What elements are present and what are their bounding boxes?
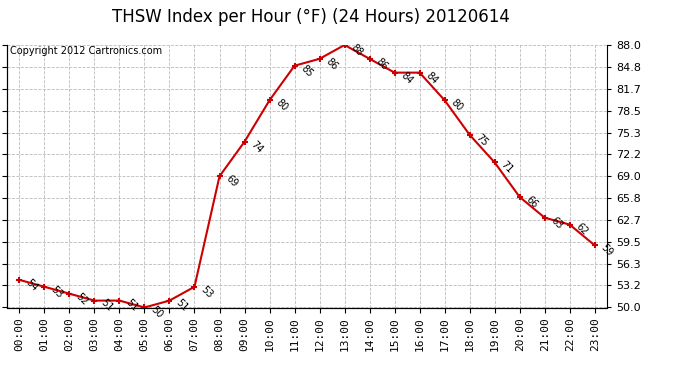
Text: 63: 63: [549, 215, 564, 231]
Text: 62: 62: [574, 222, 590, 238]
Text: 66: 66: [524, 194, 540, 210]
Text: 84: 84: [399, 70, 415, 86]
Text: 84: 84: [424, 70, 440, 86]
Text: 51: 51: [99, 298, 115, 314]
Text: 80: 80: [448, 98, 464, 113]
Text: 53: 53: [48, 284, 64, 300]
Text: 80: 80: [274, 98, 289, 113]
Text: 75: 75: [474, 132, 490, 148]
Text: Copyright 2012 Cartronics.com: Copyright 2012 Cartronics.com: [10, 46, 162, 56]
Text: 86: 86: [324, 56, 339, 72]
Text: THSW Index per Hour (°F) (24 Hours) 20120614: THSW Index per Hour (°F) (24 Hours) 2012…: [112, 8, 509, 26]
Text: 86: 86: [374, 56, 389, 72]
Text: 51: 51: [174, 298, 190, 314]
Text: 69: 69: [224, 174, 239, 189]
Text: 54: 54: [23, 277, 39, 293]
Text: 52: 52: [74, 291, 90, 307]
Text: 59: 59: [599, 243, 615, 258]
Text: 53: 53: [199, 284, 215, 300]
Text: 74: 74: [248, 139, 264, 155]
Text: 71: 71: [499, 160, 515, 176]
Text: 50: 50: [148, 305, 164, 321]
Text: 88: 88: [348, 42, 364, 58]
Text: 85: 85: [299, 63, 315, 79]
Text: 51: 51: [124, 298, 139, 314]
